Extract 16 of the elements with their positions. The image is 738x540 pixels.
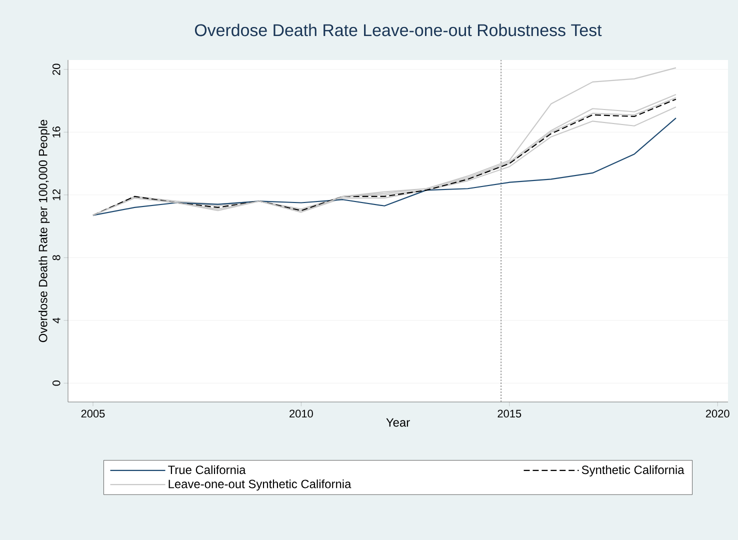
x-tick-label: 2005	[81, 410, 105, 418]
y-tick-label: 12	[52, 189, 60, 200]
y-axis-title: Overdose Death Rate per 100,000 People	[38, 120, 50, 342]
legend-label: True California	[168, 465, 246, 474]
x-tick-label: 2010	[290, 410, 313, 418]
x-axis-title: Year	[386, 418, 410, 427]
y-tick-label: 20	[52, 64, 60, 75]
y-tick-label: 0	[52, 380, 60, 386]
y-tick-label: 16	[52, 126, 60, 138]
x-tick-label: 2020	[706, 410, 730, 418]
chart-title: Overdose Death Rate Leave-one-out Robustness Test	[194, 24, 602, 36]
legend-label: Synthetic California	[582, 465, 684, 476]
legend-label: Leave-one-out Synthetic California	[168, 479, 352, 491]
y-tick-label: 4	[52, 318, 60, 324]
y-tick-label: 8	[52, 255, 60, 260]
x-tick-label: 2015	[498, 410, 522, 418]
